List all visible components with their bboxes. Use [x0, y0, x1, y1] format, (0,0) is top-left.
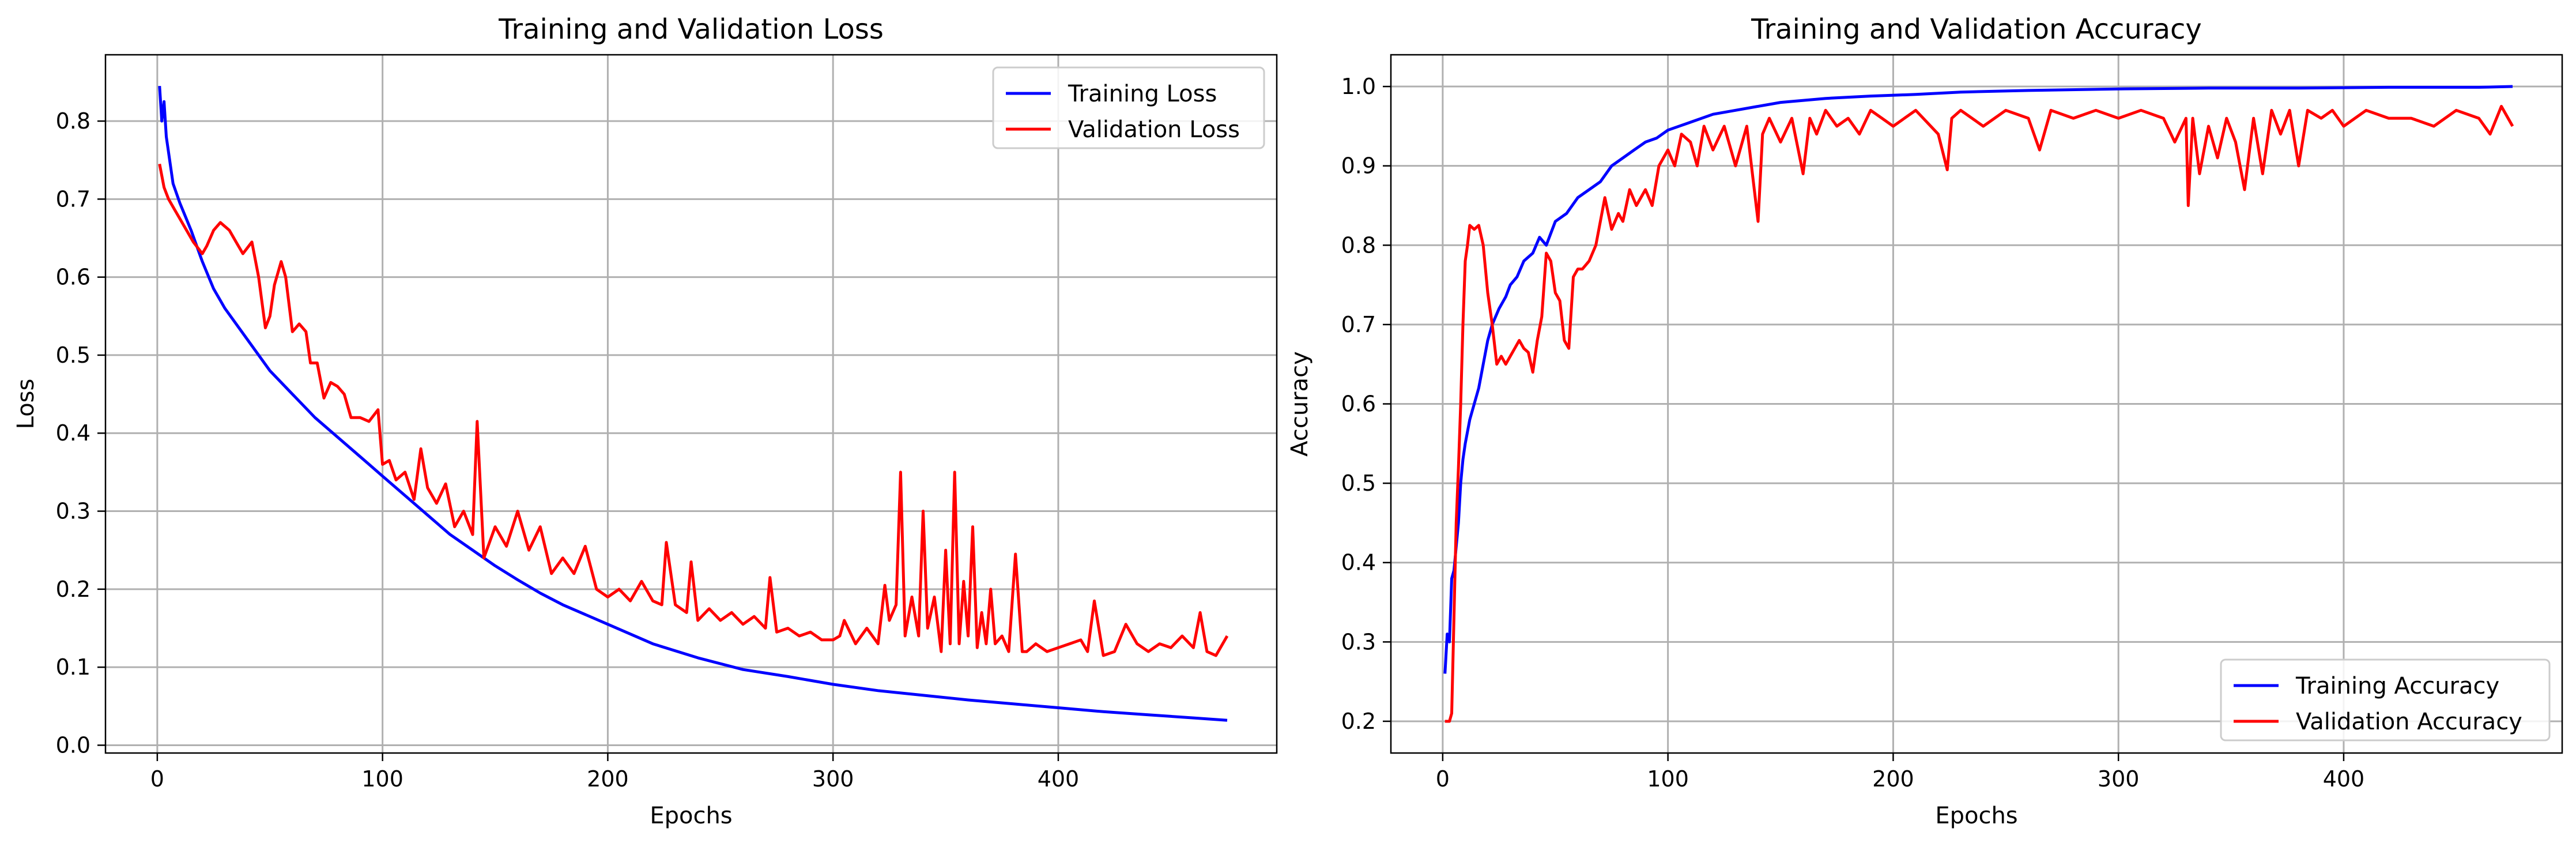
- loss-legend: Training Loss Validation Loss: [992, 66, 1265, 149]
- accuracy-y-tick-label-0-3: 0.3: [1341, 629, 1376, 654]
- accuracy-x-tick-label-100: 100: [1647, 766, 1689, 792]
- accuracy-ticks: 0 100 200 300 400 0.2 0.3 0.4 0.5 0.6 0.7 0.8 0.9 1.0: [1341, 74, 2365, 792]
- loss-y-tick-label-0-6: 0.6: [56, 265, 90, 290]
- accuracy-y-tick-label-0-7: 0.7: [1341, 312, 1376, 337]
- accuracy-x-tick-label-0: 0: [1436, 766, 1450, 792]
- accuracy-y-tick-label-0-5: 0.5: [1341, 470, 1376, 496]
- legend-label-training-loss: Training Loss: [1068, 81, 1217, 107]
- loss-legend-box: [992, 66, 1265, 149]
- legend-label-training-accuracy: Training Accuracy: [2295, 673, 2499, 699]
- accuracy-y-axis-label: Accuracy: [1287, 351, 1313, 457]
- accuracy-y-tick-label-0-2: 0.2: [1341, 709, 1376, 734]
- accuracy-x-axis-label: Epochs: [1935, 803, 2017, 829]
- accuracy-x-tick-label-300: 300: [2098, 766, 2140, 792]
- loss-y-tick-label-0-5: 0.5: [56, 342, 90, 368]
- accuracy-chart-title: Training and Validation Accuracy: [1751, 13, 2202, 46]
- loss-grid: [105, 55, 1277, 753]
- loss-y-tick-label-0-8: 0.8: [56, 108, 90, 134]
- accuracy-y-tick-label-0-8: 0.8: [1341, 232, 1376, 258]
- accuracy-legend-box: [2220, 658, 2551, 741]
- accuracy-y-tick-label-0-9: 0.9: [1341, 153, 1376, 179]
- accuracy-series-layer: [1443, 85, 2514, 723]
- accuracy-x-tick-label-400: 400: [2323, 766, 2365, 792]
- accuracy-y-tick-label-0-6: 0.6: [1341, 391, 1376, 417]
- series-line-validation-accuracy: [1444, 104, 2514, 723]
- accuracy-y-tick-label-1: 1.0: [1341, 74, 1376, 99]
- loss-ticks: 0 100 200 300 400 0.0 0.1 0.2 0.3 0.4 0.5 0.6 0.7 0.8: [56, 108, 1080, 792]
- loss-y-tick-label-0-3: 0.3: [56, 499, 90, 524]
- loss-y-axis-label: Loss: [13, 379, 39, 430]
- accuracy-legend: Training Accuracy Validation Accuracy: [2220, 658, 2551, 741]
- series-line-training-accuracy: [1443, 85, 2513, 674]
- loss-y-tick-label-0-1: 0.1: [56, 654, 90, 680]
- accuracy-y-tick-label-0-4: 0.4: [1341, 550, 1376, 575]
- loss-y-tick-label-0-2: 0.2: [56, 577, 90, 602]
- loss-y-tick-label-0-7: 0.7: [56, 186, 90, 212]
- accuracy-x-tick-label-200: 200: [1872, 766, 1914, 792]
- legend-label-validation-accuracy: Validation Accuracy: [2296, 709, 2522, 735]
- loss-plot-frame: [104, 54, 1278, 754]
- series-line-training-loss: [158, 85, 1228, 722]
- loss-x-tick-label-200: 200: [587, 766, 629, 792]
- loss-x-tick-label-300: 300: [812, 766, 854, 792]
- loss-x-tick-label-0: 0: [150, 766, 164, 792]
- accuracy-chart: 0 100 200 300 400 0.2 0.3 0.4 0.5 0.6 0.7 0.8 0.9 1.0…: [1287, 13, 2563, 829]
- accuracy-grid: [1391, 55, 2562, 753]
- loss-x-tick-label-400: 400: [1038, 766, 1080, 792]
- legend-label-validation-loss: Validation Loss: [1068, 116, 1240, 143]
- loss-x-tick-label-100: 100: [361, 766, 403, 792]
- loss-y-tick-label-0: 0.0: [56, 732, 90, 758]
- loss-x-axis-label: Epochs: [650, 803, 732, 829]
- series-line-validation-loss: [158, 163, 1229, 657]
- loss-y-tick-label-0-4: 0.4: [56, 420, 90, 446]
- loss-series-layer: [158, 85, 1229, 722]
- loss-chart-title: Training and Validation Loss: [498, 13, 884, 46]
- loss-chart: 0 100 200 300 400 0.0 0.1 0.2 0.3 0.4 0.5 0.6 0.7 0.8…: [13, 13, 1278, 829]
